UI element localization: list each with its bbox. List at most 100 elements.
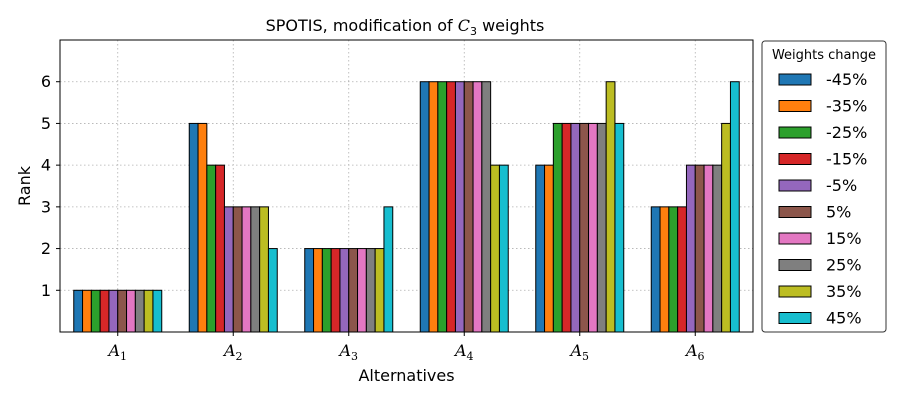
bar <box>357 248 367 333</box>
bar <box>241 206 252 333</box>
x-tick-label: A6 <box>684 341 705 363</box>
bar <box>579 122 590 333</box>
bar <box>544 164 554 333</box>
y-axis-label: Rank <box>15 165 34 206</box>
bar <box>454 81 465 333</box>
legend-swatch <box>778 312 812 324</box>
legend-swatch <box>778 179 812 192</box>
bar <box>206 164 217 333</box>
x-tick-label-var: A <box>684 341 698 360</box>
bar <box>498 164 509 333</box>
bar <box>304 248 315 333</box>
bar <box>437 81 448 333</box>
legend-label: 5% <box>826 203 851 222</box>
bar <box>535 164 546 333</box>
bar <box>570 122 581 333</box>
bar <box>117 289 128 333</box>
bar <box>143 289 154 333</box>
title-sub: 3 <box>470 25 477 38</box>
bar <box>250 206 261 333</box>
legend-swatch <box>778 232 812 245</box>
bar <box>215 164 225 333</box>
bar <box>552 122 563 333</box>
legend-label: 15% <box>826 229 862 248</box>
bar <box>712 164 723 333</box>
bar <box>232 206 243 333</box>
bar <box>481 81 492 333</box>
y-tick-label: 3 <box>41 197 51 216</box>
bar <box>721 122 731 333</box>
x-tick-label-sub: 3 <box>351 350 358 363</box>
x-tick-label-sub: 2 <box>236 350 243 363</box>
bar <box>561 122 572 333</box>
legend-swatch <box>778 153 812 165</box>
bar <box>99 289 110 333</box>
y-tick-label: 4 <box>41 156 51 175</box>
bar <box>694 164 705 333</box>
bar <box>446 81 456 333</box>
bar <box>374 248 385 333</box>
bar <box>223 206 234 333</box>
legend-label: 45% <box>826 309 862 328</box>
bars <box>73 81 740 333</box>
bar <box>463 81 474 333</box>
bar <box>90 289 101 333</box>
bar <box>188 122 199 333</box>
x-tick-label-sub: 5 <box>582 350 589 363</box>
bar <box>82 289 92 333</box>
legend-swatch <box>778 100 812 112</box>
legend-label: 25% <box>826 256 862 275</box>
bar <box>348 248 359 333</box>
legend-label: -35% <box>826 97 867 116</box>
bar <box>73 289 84 333</box>
legend: Weights change -45% -35% -25% -15% -5% 5% 15% 2… <box>761 40 887 333</box>
x-tick-label: A2 <box>222 341 243 363</box>
x-tick-label-sub: 6 <box>698 350 705 363</box>
title-var: C <box>458 16 470 35</box>
plot-frame <box>59 39 754 333</box>
bar <box>330 248 341 333</box>
y-tick-label: 6 <box>41 72 51 91</box>
bar <box>313 248 323 333</box>
chart-title: SPOTIS, modification of C3 weights <box>266 16 545 38</box>
legend-swatch <box>778 259 812 271</box>
y-tick-label: 2 <box>41 239 51 258</box>
x-tick-label: A5 <box>568 341 589 363</box>
bar <box>605 81 616 333</box>
bar <box>419 81 430 333</box>
x-tick-label-var: A <box>453 341 467 360</box>
x-tick-label-var: A <box>222 341 236 360</box>
x-tick-label-sub: 4 <box>467 350 474 363</box>
bar <box>472 81 483 333</box>
bar <box>668 206 679 333</box>
bar <box>126 289 136 333</box>
bar <box>197 122 208 333</box>
x-tick-label: A4 <box>453 341 474 363</box>
bar <box>259 206 269 333</box>
x-tick-label-var: A <box>106 341 120 360</box>
x-tick-label-sub: 1 <box>120 350 127 363</box>
bar <box>134 289 145 333</box>
bar <box>650 206 661 333</box>
legend-title: Weights change <box>772 48 876 63</box>
legend-swatch <box>778 206 812 218</box>
bar <box>703 164 714 333</box>
x-tick-label: A1 <box>106 341 127 363</box>
bar <box>383 206 394 333</box>
legend-swatch <box>778 285 812 298</box>
legend-label: 35% <box>826 282 862 301</box>
y-axis: 1 2 3 4 5 6 <box>41 72 60 300</box>
bar <box>677 206 687 333</box>
y-tick-label: 1 <box>41 281 51 300</box>
bar <box>152 289 163 333</box>
legend-label: -45% <box>826 70 867 89</box>
grid-lines <box>60 40 753 332</box>
legend-label: -25% <box>826 123 867 142</box>
x-tick-label-var: A <box>568 341 582 360</box>
bar <box>729 81 740 333</box>
bar <box>596 122 607 333</box>
bar <box>614 122 625 333</box>
y-tick-label: 5 <box>41 114 51 133</box>
bar <box>588 122 598 333</box>
